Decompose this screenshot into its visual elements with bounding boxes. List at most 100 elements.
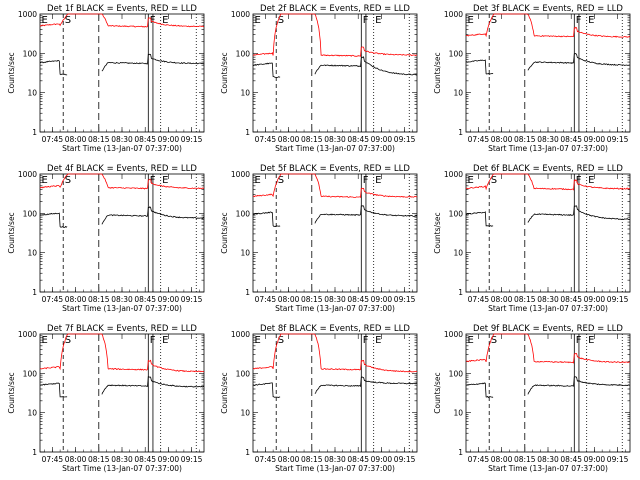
panel-title: Det 3f BLACK = Events, RED = LLD	[473, 4, 623, 14]
y-tick-label: 10	[240, 249, 250, 258]
event-marker-label: E	[255, 175, 261, 186]
panel-7: Det 7f BLACK = Events, RED = LLD 1 10 100 10…	[7, 324, 205, 473]
event-marker-label: S	[65, 175, 71, 186]
x-tick-label: 08:00	[65, 455, 87, 464]
y-tick-label: 1000	[444, 10, 463, 19]
y-tick-label: 1000	[231, 170, 250, 179]
x-tick-label: 09:00	[158, 455, 180, 464]
panel-6: Det 6f BLACK = Events, RED = LLD 1 10 100 10…	[433, 164, 631, 313]
plot-frame	[465, 333, 631, 453]
x-tick-label: 08:00	[491, 135, 513, 144]
y-tick-label: 10	[453, 249, 463, 258]
y-tick-label: 1000	[231, 330, 250, 339]
lld-series-line	[465, 13, 631, 38]
plot-frame	[252, 333, 418, 453]
x-tick-label: 08:00	[278, 455, 300, 464]
event-marker-label: E	[468, 175, 474, 186]
event-marker-label: E	[468, 15, 474, 26]
y-tick-label: 1000	[231, 10, 250, 19]
x-tick-label: 09:00	[371, 455, 393, 464]
events-series-line	[466, 53, 630, 75]
event-marker-label: F	[576, 335, 582, 346]
event-marker-label: S	[65, 335, 71, 346]
event-marker-label: E	[255, 15, 261, 26]
x-tick-label: 08:00	[65, 295, 87, 304]
y-tick-label: 1000	[444, 330, 463, 339]
y-tick-label: 10	[27, 409, 37, 418]
event-marker-label: E	[162, 175, 168, 186]
x-tick-label: 08:45	[347, 295, 369, 304]
y-tick-label: 1	[458, 448, 463, 457]
event-marker-label: F	[576, 15, 582, 26]
event-marker-label: E	[375, 175, 381, 186]
lld-series-line	[465, 173, 631, 191]
event-marker-label: S	[491, 175, 497, 186]
event-marker-label: E	[42, 15, 48, 26]
event-marker-label: E	[588, 335, 594, 346]
event-marker-label: E	[588, 175, 594, 186]
x-tick-label: 07:45	[468, 455, 490, 464]
lld-series-line	[465, 333, 631, 364]
y-tick-label: 100	[449, 209, 464, 218]
x-axis-label: Start Time (13-Jan-07 07:37:00)	[488, 144, 608, 153]
x-tick-label: 09:15	[607, 295, 629, 304]
lld-series-line	[252, 173, 418, 198]
x-tick-label: 07:45	[255, 295, 277, 304]
event-marker-label: F	[150, 335, 156, 346]
x-axis-label: Start Time (13-Jan-07 07:37:00)	[275, 144, 395, 153]
panel-3: Det 3f BLACK = Events, RED = LLD 1 10 100 10…	[433, 4, 631, 153]
y-tick-label: 100	[236, 209, 251, 218]
x-tick-label: 08:30	[324, 455, 346, 464]
y-tick-label: 100	[449, 49, 464, 58]
x-tick-label: 08:30	[537, 295, 559, 304]
x-tick-label: 08:00	[491, 455, 513, 464]
y-tick-label: 10	[240, 409, 250, 418]
plot-frame	[252, 173, 418, 293]
x-tick-label: 08:15	[88, 455, 110, 464]
event-marker-label: F	[363, 175, 369, 186]
y-tick-label: 1000	[18, 330, 37, 339]
x-tick-label: 09:15	[181, 295, 203, 304]
event-marker-label: S	[491, 335, 497, 346]
y-tick-label: 10	[453, 409, 463, 418]
x-tick-label: 09:00	[158, 295, 180, 304]
x-tick-label: 09:00	[371, 135, 393, 144]
x-tick-label: 08:45	[347, 135, 369, 144]
y-tick-label: 1	[458, 128, 463, 137]
panel-5: Det 5f BLACK = Events, RED = LLD 1 10 100 10…	[220, 164, 418, 313]
panel-4: Det 4f BLACK = Events, RED = LLD 1 10 100 10…	[7, 164, 205, 313]
y-axis-label: Counts/sec	[7, 52, 16, 93]
x-tick-label: 07:45	[255, 135, 277, 144]
plot-frame	[39, 333, 205, 453]
plot-frame	[39, 13, 205, 133]
x-tick-label: 07:45	[42, 455, 64, 464]
x-tick-label: 08:15	[88, 135, 110, 144]
events-series-line	[252, 56, 418, 78]
events-series-line	[466, 205, 631, 227]
y-tick-label: 10	[27, 249, 37, 258]
x-axis-label: Start Time (13-Jan-07 07:37:00)	[62, 464, 182, 473]
y-tick-label: 1	[32, 448, 37, 457]
x-tick-label: 09:00	[371, 295, 393, 304]
events-series-line	[466, 376, 631, 399]
x-tick-label: 08:15	[301, 295, 323, 304]
y-tick-label: 1000	[18, 10, 37, 19]
panel-title: Det 2f BLACK = Events, RED = LLD	[260, 4, 410, 14]
x-tick-label: 09:00	[584, 135, 606, 144]
y-tick-label: 10	[453, 89, 463, 98]
events-series-line	[39, 375, 205, 398]
events-series-line	[252, 376, 418, 398]
x-axis-label: Start Time (13-Jan-07 07:37:00)	[275, 464, 395, 473]
event-marker-label: F	[150, 15, 156, 26]
panel-2: Det 2f BLACK = Events, RED = LLD 1 10 100 10…	[220, 4, 418, 153]
y-tick-label: 100	[236, 49, 251, 58]
x-axis-label: Start Time (13-Jan-07 07:37:00)	[62, 144, 182, 153]
event-marker-label: F	[150, 175, 156, 186]
lld-series-line	[39, 173, 205, 190]
events-series-line	[39, 206, 205, 228]
x-tick-label: 08:00	[278, 295, 300, 304]
panel-title: Det 8f BLACK = Events, RED = LLD	[260, 324, 410, 334]
y-tick-label: 100	[23, 49, 38, 58]
x-axis-label: Start Time (13-Jan-07 07:37:00)	[488, 464, 608, 473]
